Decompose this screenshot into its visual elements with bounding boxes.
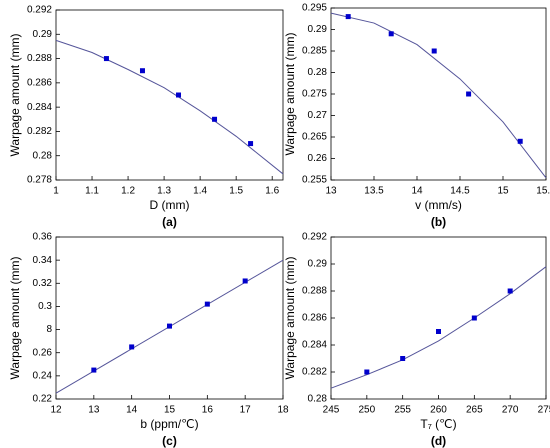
y-tick-label: 0.282 [27,126,52,137]
data-point [466,91,472,97]
x-tick-label: 275 [538,405,550,416]
y-tick-label: 0.288 [302,286,327,297]
fit-line [330,266,547,389]
y-tick-label: 0.22 [33,394,53,405]
y-tick-label: 0.286 [27,77,52,88]
x-tick-label: 17 [240,405,252,416]
data-point [91,367,97,373]
y-tick-label: 8 [46,324,52,335]
x-tick-label: 265 [466,405,483,416]
y-tick-label: 0.29 [308,24,328,35]
data-point [517,138,523,144]
x-tick-label: 1.6 [265,186,279,197]
y-tick-label: 0.28 [308,67,328,78]
data-point [129,344,135,350]
y-tick-label: 0.292 [27,5,52,16]
y-axis-label: Warpage amount (mm) [8,257,22,380]
data-point [471,315,477,321]
data-point [167,323,172,329]
x-tick-label: 13 [325,186,337,197]
y-tick-label: 0.275 [302,89,327,100]
y-tick-label: 0.27 [308,110,328,121]
x-tick-label: 1.2 [121,186,135,197]
data-point [388,31,394,37]
data-point [400,356,406,361]
x-tick-label: 260 [430,405,447,416]
y-tick-label: 0.29 [33,29,53,40]
x-tick-label: 15.5 [536,186,550,197]
y-tick-label: 0.295 [302,3,327,14]
y-tick-label: 0.255 [302,175,327,186]
x-tick-label: 14 [411,186,423,197]
x-axis-label: b (ppm/℃) [140,417,198,431]
y-tick-label: 0.34 [33,255,53,266]
x-tick-label: 15 [497,186,509,197]
caption: (a) [162,215,177,229]
data-point [507,288,513,294]
x-tick-label: 250 [358,405,375,416]
data-point [103,56,109,62]
y-tick-label: 0.28 [33,150,53,161]
y-tick-label: 0.278 [27,175,52,186]
y-axis-label: Warpage amount (mm) [283,257,297,380]
y-tick-label: 0.26 [308,153,328,164]
caption: (b) [431,215,446,229]
x-tick-label: 255 [394,405,411,416]
fit-line [330,12,547,179]
x-tick-label: 1.5 [229,186,243,197]
x-tick-label: 14.5 [450,186,470,197]
x-tick-label: 245 [323,405,340,416]
x-tick-label: 1.1 [85,186,99,197]
x-tick-label: 13 [88,405,100,416]
y-tick-label: 0.284 [27,102,52,113]
y-tick-label: 0.3 [38,301,52,312]
y-tick-label: 0.32 [33,278,53,289]
plot-frame [330,7,547,181]
x-tick-label: 270 [502,405,519,416]
x-tick-label: 15 [164,405,176,416]
caption: (c) [162,434,177,448]
y-tick-label: 0.292 [302,232,327,243]
y-tick-label: 0.284 [302,340,327,351]
data-point [139,68,145,74]
y-tick-label: 0.282 [302,367,327,378]
data-point [364,369,370,375]
plot-frame [55,236,284,400]
data-point [204,301,210,307]
y-tick-label: 0.286 [302,313,327,324]
x-axis-label: T₇ (℃) [420,417,456,431]
data-point [345,14,351,20]
x-tick-label: 16 [202,405,214,416]
x-axis-label: v (mm/s) [415,198,462,212]
y-axis-label: Warpage amount (mm) [8,34,22,157]
data-point [431,48,437,54]
y-tick-label: 0.26 [33,347,53,358]
data-point [248,141,254,147]
y-tick-label: 0.285 [302,46,327,57]
data-point [212,116,218,122]
plot-frame [330,236,547,400]
y-tick-label: 0.28 [308,394,328,405]
data-point [242,278,248,284]
data-point [436,329,441,334]
x-tick-label: 1.3 [157,186,171,197]
x-tick-label: 12 [50,405,62,416]
y-tick-label: 0.288 [27,53,52,64]
x-axis-label: D (mm) [150,198,190,212]
y-tick-label: 0.29 [308,259,328,270]
x-tick-label: 18 [277,405,289,416]
fit-line [55,39,284,175]
y-tick-label: 0.24 [33,370,53,381]
x-tick-label: 14 [126,405,138,416]
x-tick-label: 1.4 [193,186,207,197]
data-point [176,92,182,98]
y-tick-label: 0.36 [33,232,53,243]
x-tick-label: 13.5 [364,186,384,197]
x-tick-label: 1 [53,186,59,197]
plot-frame [55,9,284,181]
caption: (d) [431,434,446,448]
y-tick-label: 0.265 [302,132,327,143]
y-axis-label: Warpage amount (mm) [283,33,297,156]
